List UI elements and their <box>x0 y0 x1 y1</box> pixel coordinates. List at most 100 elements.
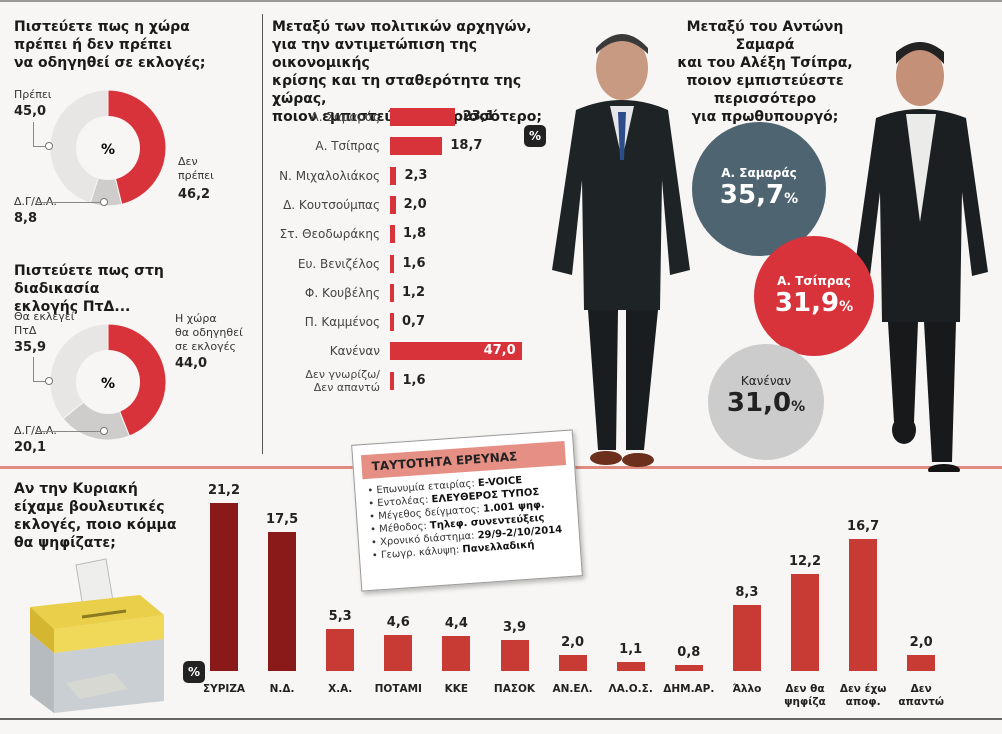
q1-question: Πιστεύετε πως η χώρα πρέπει ή δεν πρέπει… <box>14 19 206 71</box>
leader-value: 1,6 <box>402 372 426 388</box>
party-bar <box>268 532 297 671</box>
party-label: ΚΚΕ <box>444 683 469 695</box>
bubble-samaras-value: 35,7% <box>719 180 799 210</box>
party-bar <box>210 503 238 671</box>
q2-question: Πιστεύετε πως στη διαδικασία εκλογής ΠτΔ… <box>14 263 164 315</box>
party-label: ΣΥΡΙΖΑ <box>202 683 246 695</box>
leader-bar <box>390 371 395 390</box>
leader-value: 2,3 <box>404 167 428 183</box>
party-label: ΑΝ.ΕΛ. <box>552 683 593 695</box>
leader-value: 1,6 <box>402 255 426 271</box>
party-label: ΠΟΤΑΜΙ <box>374 683 422 695</box>
q3-bar-chart: Α. Σαμαράς 23,1 Α. Τσίπρας 18,7 Ν. Μιχαλολιά… <box>262 108 562 428</box>
leader-bar <box>390 313 394 332</box>
leader-bar <box>390 108 455 126</box>
q2-value-yes: 35,9 <box>14 340 47 355</box>
q2-leader-dk <box>36 431 102 432</box>
q1-donut-chart: % <box>49 89 167 207</box>
party-bar <box>384 634 413 671</box>
q1-leader-yes-dot <box>45 142 53 150</box>
leader-name: Δεν γνωρίζω/Δεν απαντώ <box>305 367 380 394</box>
bubble-tsipras: Α. Τσίπρας 31,9% <box>754 236 874 356</box>
leader-name: Α. Τσίπρας <box>315 139 380 154</box>
q1-value-no: 46,2 <box>178 187 211 202</box>
q1-value-yes: 45,0 <box>14 104 47 119</box>
party-value: 16,7 <box>847 518 880 534</box>
leader-value: 0,7 <box>402 314 426 330</box>
party-value: 1,1 <box>619 642 643 658</box>
q2-label-dk: Δ.Γ/Δ.Α. <box>14 424 57 437</box>
party-value: 0,8 <box>677 644 701 660</box>
samaras-photo <box>540 20 700 470</box>
q2-leader-dk-dot <box>100 427 108 435</box>
bubble-none: Κανέναν 31,0% <box>708 344 824 460</box>
party-label: ΠΑΣΟΚ <box>493 683 536 695</box>
party-value: 4,6 <box>386 614 410 630</box>
leader-bar <box>390 225 396 244</box>
leader-value: 18,7 <box>450 138 483 154</box>
leader-bar <box>390 137 443 156</box>
leader-value: 1,2 <box>402 284 426 300</box>
party-bar <box>674 664 703 671</box>
q1-label-no: Δεν πρέπει <box>178 155 214 182</box>
q2-value-elect: 44,0 <box>175 356 208 371</box>
party-label: ΛΑ.Ο.Σ. <box>608 683 653 695</box>
q3-percent-badge: % <box>524 125 546 147</box>
leader-value: 1,8 <box>403 226 427 242</box>
divider-bottom <box>0 718 1002 720</box>
divider-left <box>262 14 263 454</box>
q2-leader-yes-dot <box>45 377 53 385</box>
leader-bar <box>390 283 394 302</box>
party-bar <box>326 629 355 671</box>
bubble-tsipras-name: Α. Τσίπρας <box>777 274 851 288</box>
party-bar <box>616 662 645 671</box>
bubble-samaras: Α. Σαμαράς 35,7% <box>692 122 826 256</box>
party-label: Δεν θα ψηφίζα <box>784 683 826 708</box>
party-label: Άλλο <box>732 683 762 695</box>
party-value: 3,9 <box>502 620 527 636</box>
leader-name: Ν. Μιχαλολιάκος <box>279 168 380 183</box>
leader-name: Δ. Κουτσούμπας <box>283 197 380 212</box>
leader-name: Π. Καμμένος <box>304 315 380 330</box>
party-label: ΔΗΜ.ΑΡ. <box>663 683 715 695</box>
leader-bar <box>390 195 396 214</box>
leader-bar <box>390 254 395 273</box>
ballot-box-icon <box>22 555 172 715</box>
top-rule <box>0 0 1002 2</box>
survey-card-rows: • Επωνυμία εταιρίας: E-VOICE • Εντολέας: … <box>355 470 580 563</box>
q2-label-yes: Θα εκλεγεί ΠτΔ <box>14 310 75 337</box>
q2-value-dk: 20,1 <box>14 440 47 455</box>
party-value: 12,2 <box>788 554 822 570</box>
bubble-none-name: Κανέναν <box>740 374 792 388</box>
party-bar <box>849 538 878 671</box>
party-label: Ν.Δ. <box>269 683 295 695</box>
leader-value: 47,0 <box>483 343 516 359</box>
party-bar <box>500 640 529 671</box>
party-label: Χ.Α. <box>328 683 353 695</box>
party-value: 4,4 <box>444 616 468 632</box>
tsipras-photo <box>848 22 998 476</box>
party-bar <box>558 655 587 671</box>
q1-label-yes: Πρέπει <box>14 88 52 101</box>
q5-percent-badge: % <box>183 661 205 683</box>
party-bar <box>732 605 761 671</box>
party-value: 5,3 <box>328 609 352 624</box>
leader-bar <box>390 342 522 361</box>
survey-identity-card: ΤΑΥΤΟΤΗΤΑ ΕΡΕΥΝΑΣ • Επωνυμία εταιρίας: E… <box>351 429 583 592</box>
party-bar <box>442 636 471 671</box>
q5-question: Αν την Κυριακή είχαμε βουλευτικές εκλογέ… <box>14 481 177 551</box>
q2-center-label: % <box>101 376 115 392</box>
bubble-none-value: 31,0% <box>726 388 806 418</box>
party-value: 17,5 <box>266 512 299 528</box>
leader-name: Φ. Κουβέλης <box>304 285 380 300</box>
leader-value: 23,1 <box>462 109 495 124</box>
leader-name: Α. Σαμαράς <box>310 110 380 124</box>
leader-value: 2,0 <box>403 196 427 212</box>
party-label: Δεν έχω αποφ. <box>839 683 887 708</box>
party-value: 8,3 <box>735 585 759 601</box>
leader-name: Ευ. Βενιζέλος <box>297 256 380 271</box>
q4-question: Μεταξύ του Αντώνη Σαμαρά και του Αλέξη Τ… <box>677 19 853 125</box>
q1-leader-dk <box>36 202 102 203</box>
q3-question: Μεταξύ των πολιτικών αρχηγών, για την αν… <box>272 19 542 125</box>
bubble-tsipras-value: 31,9% <box>774 288 854 318</box>
